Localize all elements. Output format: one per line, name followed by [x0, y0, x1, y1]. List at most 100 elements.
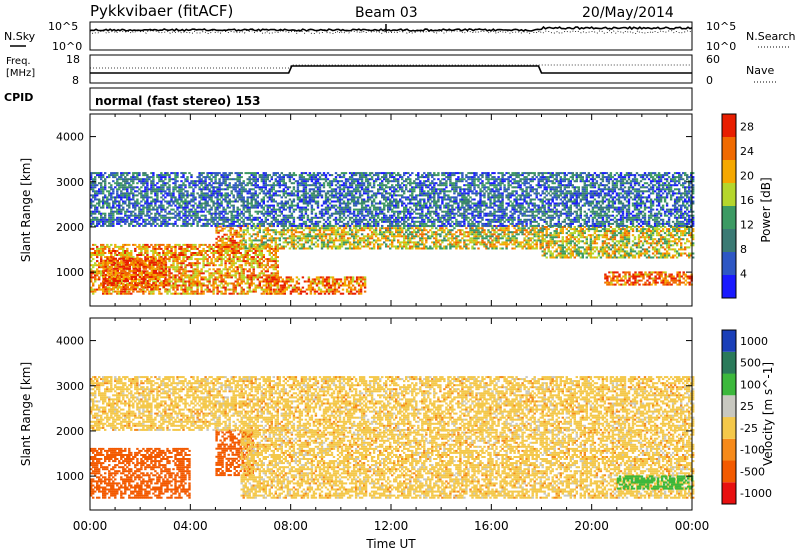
power-cell-2300 [246, 231, 249, 234]
power-cell-4164 [680, 232, 683, 235]
power-cell-148 [108, 286, 111, 289]
power-cell-3750 [601, 248, 605, 251]
power-cell-1031 [214, 264, 217, 267]
power-cell-4810 [134, 218, 137, 221]
power-cell-3321 [511, 231, 514, 234]
power-cell-4761 [128, 202, 131, 205]
power-cell-2390 [272, 231, 275, 234]
power-cell-4374 [672, 281, 675, 284]
power-cell-2719 [354, 233, 358, 236]
power-cell-1808 [152, 269, 156, 272]
power-cell-1227 [238, 264, 241, 267]
power-cell-3340 [517, 241, 520, 244]
power-cell-3032 [435, 231, 438, 234]
power-cell-1572 [108, 265, 111, 268]
power-cell-1174 [232, 274, 235, 277]
power-cell-2720 [354, 231, 358, 234]
power-cell-3347 [519, 241, 522, 244]
power-cell-4179 [684, 232, 687, 235]
power-cell-3785 [607, 252, 611, 255]
power-cell-1459 [268, 266, 271, 269]
power-cell-3033 [435, 227, 438, 230]
power-cell-4598 [110, 206, 113, 209]
power-cell-1613 [116, 278, 119, 280]
power-cell-3646 [579, 236, 582, 239]
power-cell-170 [110, 274, 113, 277]
power-cell-2646 [338, 245, 342, 248]
power-cell-3731 [595, 226, 599, 228]
power-cell-1431 [264, 266, 267, 269]
power-cell-1674 [126, 259, 129, 262]
power-cell-4363 [666, 279, 669, 282]
power-cell-3566 [565, 250, 568, 253]
power-cell-3010 [431, 247, 434, 250]
power-cell-518 [152, 245, 155, 248]
power-cell-2306 [248, 243, 251, 246]
power-cell-119 [104, 268, 107, 271]
power-cell-650 [170, 286, 173, 289]
power-cell-2517 [306, 235, 310, 238]
power-cell-2705 [352, 245, 356, 248]
power-cell-4025 [653, 248, 657, 251]
power-cell-2872 [397, 247, 400, 250]
power-cell-1936 [229, 237, 232, 240]
power-cell-4308 [644, 283, 647, 286]
power-cell-1857 [162, 276, 166, 278]
power-cell-3177 [475, 235, 478, 238]
power-cell-3763 [603, 240, 607, 243]
power-cell-4535 [102, 196, 105, 199]
power-cell-4323 [650, 277, 653, 280]
power-cell-1543 [102, 259, 105, 262]
power-cell-1316 [250, 280, 253, 283]
power-cell-416 [142, 288, 145, 291]
power-cell-2032 [279, 292, 282, 295]
power-cell-28 [92, 252, 95, 254]
power-cell-3712 [593, 250, 597, 253]
power-cell-3708 [591, 234, 595, 237]
power-cell-1339 [252, 262, 255, 265]
power-cell-3638 [577, 232, 580, 235]
power-cell-2604 [328, 241, 332, 244]
power-cell-3320 [511, 233, 514, 236]
power-cell-1919 [225, 241, 228, 244]
power-cell-4608 [112, 224, 115, 227]
power-cell-3027 [435, 241, 438, 244]
power-cell-27 [92, 254, 95, 256]
power-cell-4473 [94, 172, 97, 175]
power-cell-4718 [124, 218, 127, 221]
power-cell-1972 [237, 235, 240, 238]
power-cell-4451 [92, 180, 95, 183]
power-cell-2873 [397, 245, 400, 248]
power-cell-3228 [489, 243, 492, 246]
power-cell-142 [106, 256, 109, 259]
power-cell-3780 [605, 232, 609, 235]
power-cell-2733 [358, 247, 362, 250]
power-cell-4816 [134, 204, 137, 207]
power-cell-2981 [421, 229, 424, 232]
power-cell-1683 [128, 265, 131, 268]
power-cell-3165 [473, 241, 476, 244]
power-cell-1767 [144, 265, 148, 268]
power-cell-613 [166, 292, 169, 295]
power-cell-934 [200, 250, 203, 252]
power-cell-3610 [573, 248, 576, 251]
power-cell-4306 [642, 275, 645, 278]
power-cell-2683 [346, 241, 350, 244]
power-cell-259 [122, 284, 125, 287]
power-cell-4711 [122, 184, 125, 187]
power-cell-681 [174, 292, 177, 295]
power-cell-4147 [678, 254, 681, 257]
power-cell-3539 [559, 230, 562, 233]
power-cell-3403 [533, 233, 536, 236]
power-cell-1313 [250, 290, 253, 293]
power-cell-945 [202, 262, 205, 265]
power-cell-2624 [332, 233, 336, 236]
power-cell-1286 [246, 274, 249, 277]
power-cell-774 [182, 243, 185, 246]
power-cell-2707 [352, 241, 356, 244]
power-cell-4703 [122, 206, 125, 209]
power-cell-4736 [126, 218, 129, 221]
power-cell-43 [94, 250, 97, 252]
power-cell-1606 [114, 267, 117, 270]
power-cell-313 [128, 292, 131, 295]
